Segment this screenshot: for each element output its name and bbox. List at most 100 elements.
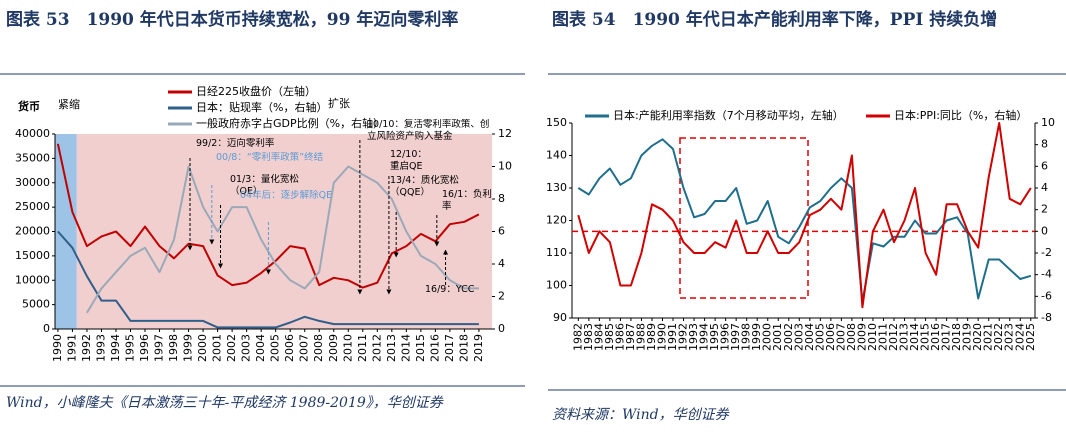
y-tick-label: 110 [546,246,567,259]
x-tick-label: 2025 [1024,323,1037,351]
x-tick-label: 2006 [824,323,837,351]
y2-tick-label: 10 [1041,116,1055,129]
x-tick-label: 2005 [269,334,282,362]
legend-label: 日本：贴现率（%，右轴） [196,100,327,114]
x-tick-label: 1997 [153,334,166,362]
y2-tick-label: 6 [498,225,505,238]
source: Wind，小峰隆夫《日本激荡三十年-平成经济 1989-2019》，华创证券 [6,395,443,411]
y-tick-label: 5000 [22,298,50,311]
y2-tick-label: -4 [1041,268,1052,281]
x-tick-label: 2007 [298,334,311,362]
annotation: 01/3：量化宽松（QE） [230,174,299,197]
x-tick-label: 1993 [94,334,107,362]
y-tick-label: 150 [546,116,567,129]
annotation-text: 10/10：复活零利率政策、创立风险资产购入基金 [367,119,490,142]
legend-label: 一般政府赤字占GDP比例（%，右轴） [196,116,384,130]
annotation-text: 99/2：迈向零利率 [196,138,275,149]
x-tick-label: 1993 [687,323,700,351]
y-tick-label: 140 [546,149,567,162]
x-tick-label: 1998 [167,334,180,362]
y2-tick-label: -8 [1041,311,1052,324]
chart-title: 图表 53 1990 年代日本货币持续宽松，99 年迈向零利率 [6,10,459,30]
x-tick-label: 2015 [414,334,427,362]
legend-label: 日本:PPI:同比（%，右轴） [894,108,1027,122]
x-tick-label: 2008 [312,334,325,362]
x-tick-label: 1992 [677,323,690,351]
x-tick-label: 2007 [834,323,847,351]
x-tick-label: 1995 [708,323,721,351]
series-line [577,122,1032,309]
source: 资料来源：Wind，华创证券 [552,407,729,423]
x-tick-label: 1995 [123,334,136,362]
x-tick-label: 1986 [613,323,626,351]
x-tick-label: 1999 [750,323,763,351]
annotation: 99/2：迈向零利率 [196,138,275,149]
annotation: 12/10：重启QE [390,149,427,172]
x-tick-label: 2012 [887,323,900,351]
x-tick-label: 2019 [472,334,485,362]
x-tick-label: 1987 [624,323,637,351]
y2-tick-label: 8 [1041,138,1048,151]
x-tick-label: 1991 [666,323,679,351]
highlight-box [679,137,809,299]
y-tick-label: 30000 [15,176,50,189]
x-tick-label: 2001 [211,334,224,362]
y2-tick-label: 4 [1041,181,1048,194]
annotation-text: 12/10：重启QE [390,149,427,172]
y2-tick-label: 8 [498,192,505,205]
x-tick-label: 2015 [919,323,932,351]
x-tick-label: 2022 [992,323,1005,351]
x-tick-label: 1985 [603,323,616,351]
x-tick-label: 1998 [740,323,753,351]
x-tick-label: 1989 [645,323,658,351]
y2-tick-label: 0 [498,322,505,335]
legend-label: 日经225收盘价（左轴） [196,84,316,98]
x-tick-label: 1982 [571,323,584,351]
y-tick-label: 100 [546,279,567,292]
x-tick-label: 2003 [792,323,805,351]
x-tick-label: 2017 [940,323,953,351]
annotation: 04年后：逐步解除QE [240,190,333,201]
x-tick-label: 2005 [813,323,826,351]
x-tick-label: 2011 [876,323,889,351]
y-tick-label: 25000 [15,200,50,213]
annotation: 10/10：复活零利率政策、创立风险资产购入基金 [367,119,490,142]
annotation: 13/4：质化宽松（QQE） [390,175,459,198]
y2-tick-label: -6 [1041,289,1052,302]
x-tick-label: 2014 [908,323,921,351]
x-tick-label: 2011 [356,334,369,362]
x-tick-label: 2010 [341,334,354,362]
x-tick-label: 2009 [855,323,868,351]
x-tick-label: 2003 [240,334,253,362]
annotation: 16/1：负利率 [442,189,492,212]
annotation-text: 00/8：“零利率政策”终结 [216,152,324,163]
y-tick-label: 130 [546,181,567,194]
x-tick-label: 2024 [1013,323,1026,351]
x-tick-label: 1992 [80,334,93,362]
x-tick-label: 1990 [51,334,64,362]
y2-tick-label: 4 [498,257,505,270]
x-tick-label: 2002 [782,323,795,351]
period-label: 紧缩 [58,98,80,111]
x-tick-label: 2000 [761,323,774,351]
x-tick-label: 2016 [929,323,942,351]
y2-tick-label: -2 [1041,246,1052,259]
y-tick-label: 0 [43,322,50,335]
y2-tick-label: 12 [498,127,512,140]
x-tick-label: 2013 [898,323,911,351]
series-line [86,165,479,314]
x-tick-label: 1991 [65,334,78,362]
annotation-text: 13/4：质化宽松（QQE） [390,175,459,198]
y-tick-label: 90 [553,311,567,324]
x-tick-label: 2013 [385,334,398,362]
x-tick-label: 2001 [771,323,784,351]
x-tick-label: 2009 [327,334,340,362]
y-tick-label: 10000 [15,273,50,286]
period-label: 扩张 [328,96,350,110]
annotation-text: 04年后：逐步解除QE [240,190,333,201]
y2-tick-label: 6 [1041,159,1048,172]
x-tick-label: 1988 [634,323,647,351]
y2-tick-label: 0 [1041,224,1048,237]
x-tick-label: 1996 [719,323,732,351]
series-line [56,143,480,289]
